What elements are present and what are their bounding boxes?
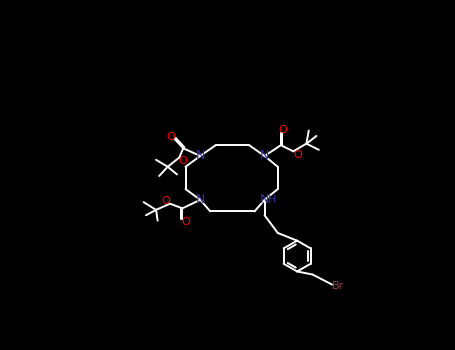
Text: H: H: [268, 195, 277, 205]
Text: N: N: [196, 193, 205, 206]
Text: N: N: [196, 149, 205, 162]
Text: O: O: [181, 217, 190, 227]
Text: O: O: [179, 156, 187, 166]
Text: N: N: [260, 149, 269, 162]
Text: O: O: [279, 125, 288, 135]
Text: N: N: [260, 193, 269, 206]
Text: Br: Br: [332, 281, 344, 291]
Text: O: O: [162, 196, 171, 205]
Text: O: O: [293, 150, 302, 160]
Text: O: O: [167, 132, 175, 142]
